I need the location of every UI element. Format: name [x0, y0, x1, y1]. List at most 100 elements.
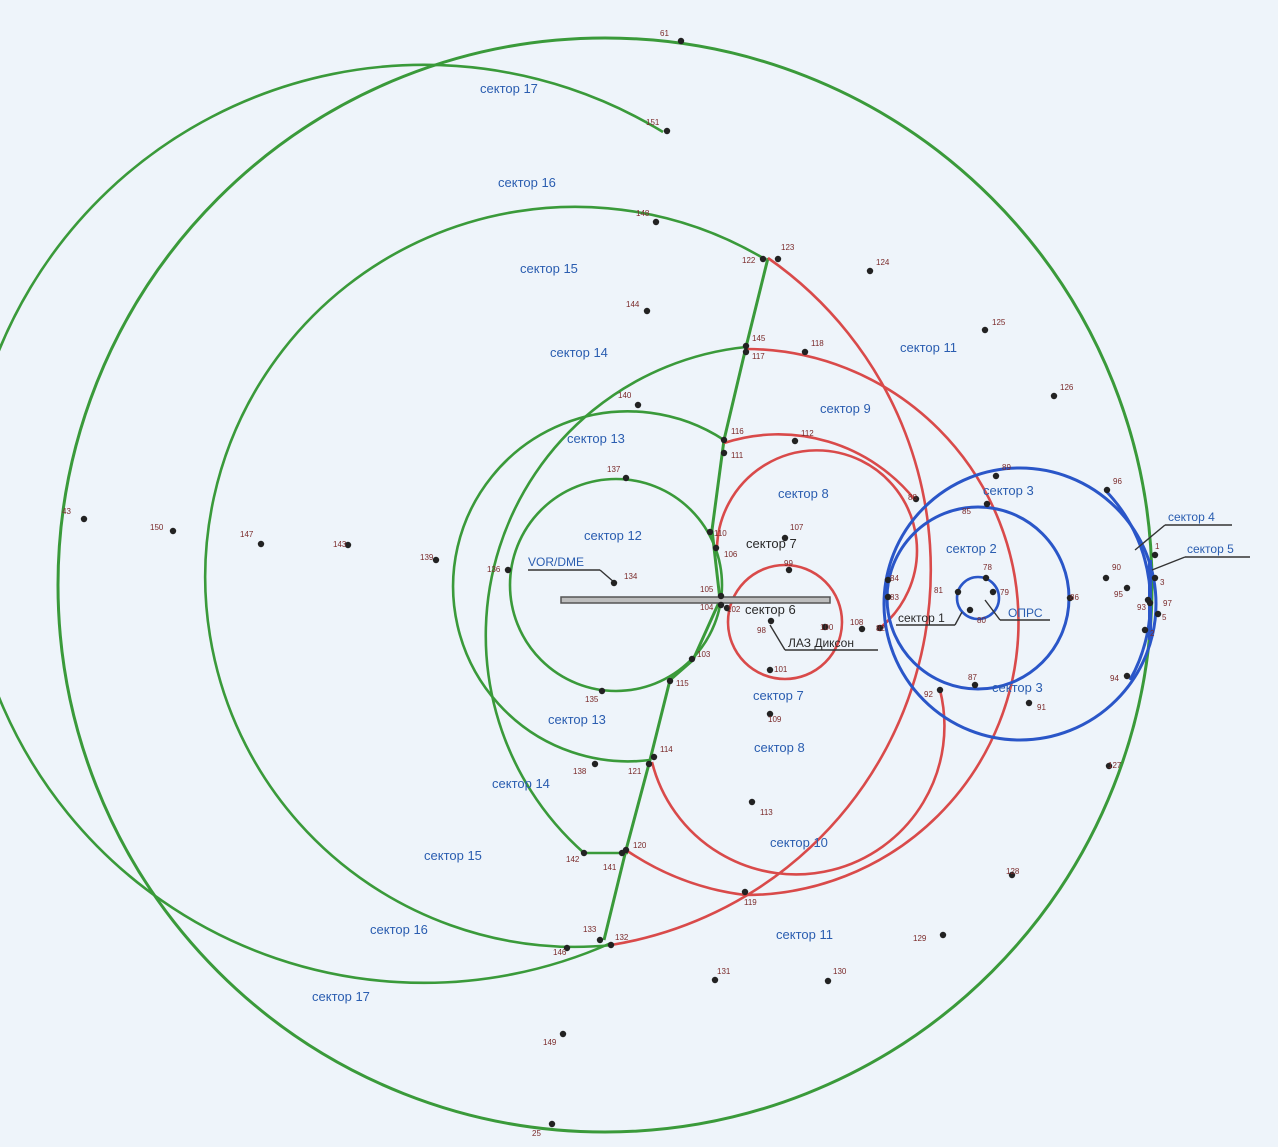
point-label-141: 141: [603, 863, 617, 872]
sector-label-4: сектор 13: [567, 431, 625, 446]
point-label-99: 99: [784, 559, 793, 568]
survey-point-54: [1151, 574, 1159, 582]
survey-point-26: [717, 601, 725, 609]
point-label-147: 147: [240, 530, 254, 539]
survey-point-48: [1066, 594, 1074, 602]
sector-label-10: сектор 6: [745, 602, 796, 617]
laz-dikson-label: ЛАЗ Диксон: [788, 636, 854, 650]
sector-label-12: сектор 13: [548, 712, 606, 727]
point-label-108: 108: [850, 618, 864, 627]
ring-sector-15: [203, 205, 764, 949]
survey-point-16: [1103, 486, 1111, 494]
point-label-97: 97: [1163, 599, 1172, 608]
point-label-95: 95: [1114, 590, 1123, 599]
sector-label-8: сектор 8: [778, 486, 829, 501]
survey-point-67: [598, 687, 606, 695]
sector-label-7: сектор 9: [820, 401, 871, 416]
point-label-25: 25: [532, 1129, 541, 1138]
point-label-123: 123: [781, 243, 795, 252]
point-label-140: 140: [618, 391, 632, 400]
point-label-91: 91: [1037, 703, 1046, 712]
point-label-3: 3: [1160, 578, 1165, 587]
survey-point-45: [982, 574, 990, 582]
sector5-leader: [1151, 556, 1186, 571]
runway-bar: [560, 596, 831, 604]
survey-point-0: [677, 37, 685, 45]
survey-point-59: [1025, 699, 1033, 707]
point-label-105: 105: [700, 585, 714, 594]
point-label-113: 113: [760, 808, 773, 817]
point-label-118: 118: [811, 339, 824, 348]
survey-point-29: [858, 625, 866, 633]
survey-point-19: [983, 500, 991, 508]
survey-point-38: [257, 540, 265, 548]
sector-label-16: сектор 17: [312, 989, 370, 1004]
point-label-112: 112: [801, 429, 814, 438]
arc-sector-11: [610, 256, 933, 947]
point-label-93: 93: [1137, 603, 1146, 612]
sector-label-17: сектор 8: [754, 740, 805, 755]
sector-label-5: сектор 12: [584, 528, 642, 543]
survey-point-20: [622, 474, 630, 482]
sector-label-18: сектор 10: [770, 835, 828, 850]
survey-point-57: [971, 681, 979, 689]
point-label-126: 126: [1060, 383, 1074, 392]
point-label-127: 127: [1108, 761, 1122, 770]
ring-sector-3: [882, 466, 1158, 742]
survey-point-72: [1008, 871, 1016, 879]
point-label-131: 131: [717, 967, 731, 976]
survey-point-60: [1123, 672, 1131, 680]
point-label-110: 110: [714, 529, 727, 538]
survey-point-55: [1154, 610, 1162, 618]
survey-point-40: [80, 515, 88, 523]
point-label-136: 136: [487, 565, 501, 574]
survey-point-70: [622, 846, 630, 854]
survey-point-58: [936, 686, 944, 694]
survey-point-35: [504, 566, 512, 574]
arc-sector-8-low: [650, 689, 946, 876]
sector-label-6: сектор 11: [900, 340, 957, 355]
ring-sector-14: [484, 345, 747, 855]
survey-point-15: [791, 437, 799, 445]
survey-point-1: [663, 127, 671, 135]
point-label-84: 84: [890, 574, 899, 583]
survey-point-2: [652, 218, 660, 226]
survey-point-23: [712, 544, 720, 552]
point-label-109: 109: [768, 715, 782, 724]
point-label-146: 146: [553, 948, 567, 957]
point-label-78: 78: [983, 563, 992, 572]
point-label-5: 5: [1162, 613, 1167, 622]
point-label-89: 89: [1002, 463, 1011, 472]
sector-label-3: сектор 14: [550, 345, 608, 360]
survey-point-13: [720, 436, 728, 444]
point-label-98: 98: [757, 626, 766, 635]
point-label-96: 96: [1113, 477, 1122, 486]
sector-label-1: сектор 16: [498, 175, 556, 190]
survey-point-22: [781, 534, 789, 542]
point-label-90: 90: [1112, 563, 1121, 572]
sector-5-label: сектор 5: [1187, 542, 1234, 556]
survey-point-21: [706, 528, 714, 536]
arc-sector-9: [723, 433, 917, 501]
survey-point-4: [759, 255, 767, 263]
point-label-135: 135: [585, 695, 599, 704]
survey-point-6: [981, 326, 989, 334]
point-label-85: 85: [962, 507, 971, 516]
survey-point-9: [742, 348, 750, 356]
sector-label-19: сектор 11: [776, 927, 833, 942]
survey-point-42: [884, 593, 892, 601]
survey-point-12: [634, 401, 642, 409]
survey-point-71: [741, 888, 749, 896]
survey-point-52: [1146, 599, 1154, 607]
survey-point-61: [1105, 762, 1113, 770]
sector-label-2: сектор 15: [520, 261, 578, 276]
survey-point-24: [785, 566, 793, 574]
survey-point-8: [643, 307, 651, 315]
survey-point-5: [866, 267, 874, 275]
sector-4-label: сектор 4: [1168, 510, 1215, 524]
survey-point-50: [1123, 584, 1131, 592]
point-label-117: 117: [752, 352, 765, 361]
vor-dme-label: VOR/DME: [528, 555, 584, 569]
